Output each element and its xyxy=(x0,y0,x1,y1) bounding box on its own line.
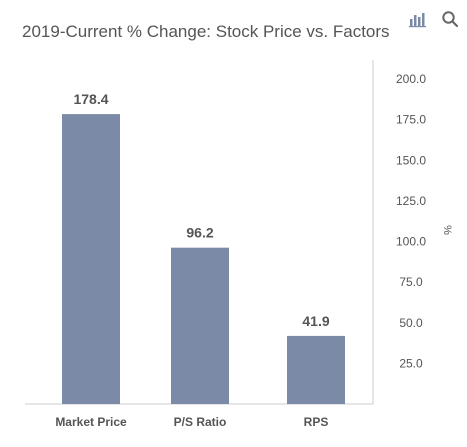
search-icon-glyph xyxy=(442,11,459,28)
y-axis-label: % xyxy=(441,225,453,235)
bar-chart-icon[interactable] xyxy=(407,8,429,30)
bar-rps[interactable] xyxy=(287,335,345,404)
bar-market-price[interactable] xyxy=(62,114,120,404)
data-label: 178.4 xyxy=(73,91,108,107)
chart-title: 2019-Current % Change: Stock Price vs. F… xyxy=(22,22,390,41)
y-tick-label: 200.0 xyxy=(396,72,426,86)
y-tick-label: 100.0 xyxy=(396,235,426,249)
data-label: 96.2 xyxy=(186,225,213,241)
bar-chart-icon-glyph xyxy=(409,13,426,28)
x-tick-label: Market Price xyxy=(55,415,127,429)
x-tick-label: P/S Ratio xyxy=(174,415,227,429)
y-tick-label: 175.0 xyxy=(396,113,426,127)
y-tick-label: 75.0 xyxy=(399,275,423,289)
search-icon[interactable] xyxy=(439,8,461,30)
x-tick-label: RPS xyxy=(304,415,329,429)
data-label: 41.9 xyxy=(302,313,329,329)
y-tick-label: 150.0 xyxy=(396,153,426,167)
y-tick-label: 125.0 xyxy=(396,194,426,208)
y-tick-label: 25.0 xyxy=(399,356,423,370)
bar-p-s-ratio[interactable] xyxy=(171,247,229,404)
y-tick-label: 50.0 xyxy=(399,316,423,330)
